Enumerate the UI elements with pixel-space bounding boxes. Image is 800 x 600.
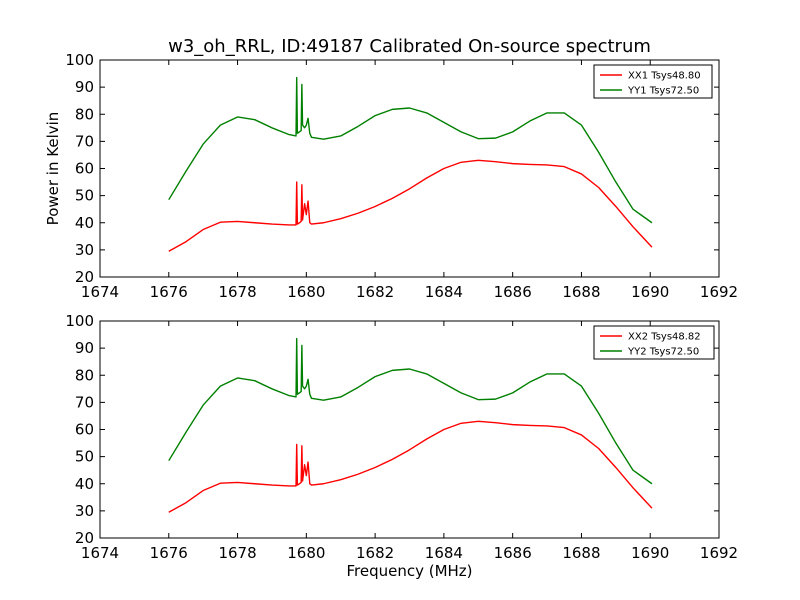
x-tick-label: 1674 — [81, 544, 119, 562]
x-tick-label: 1690 — [631, 544, 669, 562]
plot-panel-1: 1674 1676 1678 1680 1682 1684 1686 1688 1690 1692… — [44, 36, 738, 301]
y-tick-label: 40 — [75, 214, 94, 232]
x-tick-label: 1680 — [287, 283, 325, 301]
legend: XX1 Tsys48.80 YY1 Tsys72.50 — [593, 64, 713, 99]
y-tick-label: 30 — [75, 502, 94, 520]
y-tick-label: 70 — [75, 132, 94, 150]
y-tick-label: 40 — [75, 475, 94, 493]
y-tick-label: 50 — [75, 448, 94, 466]
x-tick-label: 1682 — [356, 283, 394, 301]
y-tick-label: 90 — [75, 339, 94, 357]
x-tick-label: 1684 — [425, 283, 463, 301]
legend-label: XX2 Tsys48.82 — [628, 332, 701, 343]
x-tick-label: 1678 — [218, 544, 256, 562]
y-axis-label: Power in Kelvin — [44, 112, 62, 226]
legend: XX2 Tsys48.82 YY2 Tsys72.50 — [593, 325, 715, 360]
x-tick-label: 1690 — [631, 283, 669, 301]
plot-panel-2: 1674 1676 1678 1680 1682 1684 1686 1688 1690 1692… — [65, 312, 738, 580]
y-tick-label: 100 — [65, 312, 94, 330]
series-line-yy1 — [168, 76, 653, 224]
x-tick-label: 1686 — [494, 544, 532, 562]
chart-title: w3_oh_RRL, ID:49187 Calibrated On-source… — [168, 36, 651, 57]
legend-label: XX1 Tsys48.80 — [628, 71, 701, 82]
legend-box — [593, 64, 713, 99]
y-tick-label: 80 — [75, 366, 94, 384]
x-tick-label: 1678 — [218, 283, 256, 301]
legend-box — [593, 325, 715, 360]
x-tick-label: 1682 — [356, 544, 394, 562]
x-tick-label: 1692 — [700, 283, 738, 301]
y-tick-label: 90 — [75, 78, 94, 96]
x-tick-label: 1692 — [700, 544, 738, 562]
x-tick-label: 1674 — [81, 283, 119, 301]
x-tick-label: 1688 — [562, 283, 600, 301]
x-tick-label: 1676 — [150, 283, 188, 301]
y-tick-label: 30 — [75, 241, 94, 259]
y-tick-label: 80 — [75, 105, 94, 123]
x-tick-label: 1684 — [425, 544, 463, 562]
series-line-xx2 — [168, 420, 653, 513]
y-tick-label: 70 — [75, 393, 94, 411]
y-tick-label: 20 — [75, 529, 94, 547]
y-tick-label: 60 — [75, 421, 94, 439]
x-tick-label: 1686 — [494, 283, 532, 301]
x-axis-label: Frequency (MHz) — [346, 562, 472, 580]
y-tick-label: 50 — [75, 187, 94, 205]
x-tick-label: 1688 — [562, 544, 600, 562]
x-tick-label: 1680 — [287, 544, 325, 562]
series-line-yy2 — [168, 337, 653, 485]
series-line-xx1 — [168, 159, 653, 252]
legend-label: YY1 Tsys72.50 — [627, 86, 699, 97]
y-tick-label: 100 — [65, 51, 94, 69]
x-tick-label: 1676 — [150, 544, 188, 562]
y-tick-label: 20 — [75, 268, 94, 286]
legend-label: YY2 Tsys72.50 — [627, 347, 699, 358]
y-tick-label: 60 — [75, 160, 94, 178]
